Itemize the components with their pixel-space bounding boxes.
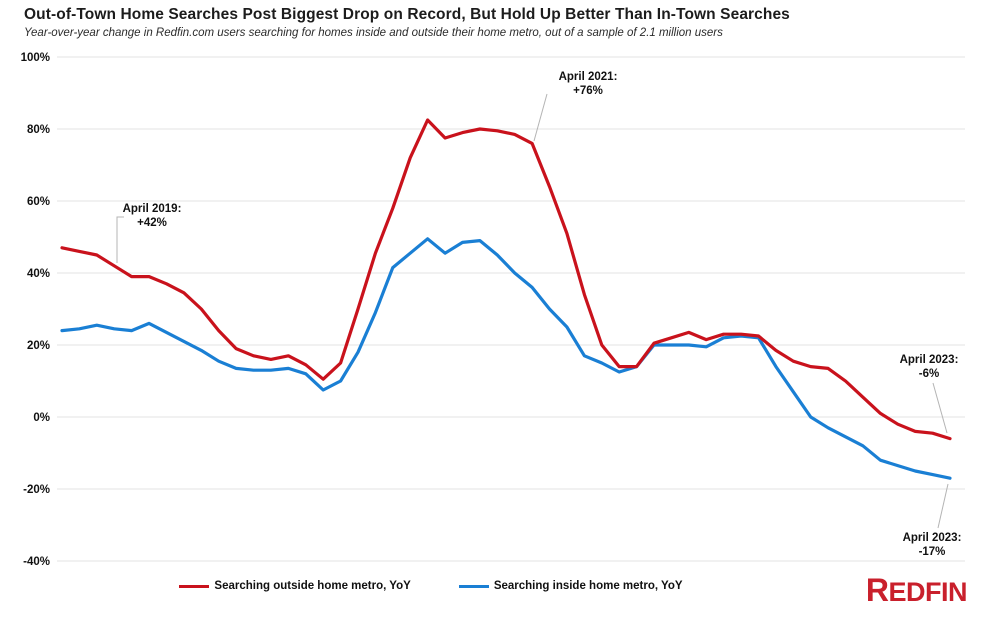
- annotation-label: +76%: [573, 85, 603, 97]
- legend-label: Searching inside home metro, YoY: [493, 580, 683, 592]
- logo-rest: EDFIN: [888, 577, 968, 607]
- annotation-label: April 2023:: [900, 354, 959, 366]
- y-axis-tick-label: 20%: [27, 340, 50, 352]
- annotation-label: +42%: [137, 217, 167, 229]
- chart-subtitle: Year-over-year change in Redfin.com user…: [24, 27, 723, 39]
- annotation-label: April 2021:: [559, 71, 618, 83]
- redfin-logo: REDFIN: [865, 572, 968, 608]
- y-axis-tick-label: 40%: [27, 268, 50, 280]
- annotation-leader-line: [932, 382, 948, 434]
- legend-line-swatch: [179, 584, 210, 588]
- y-axis-tick-label: 0%: [33, 412, 50, 424]
- annotation-label: April 2019:: [123, 203, 182, 215]
- annotation-label: -6%: [919, 368, 939, 380]
- y-axis-tick-label: -20%: [23, 484, 50, 496]
- series-line-outside: [60, 118, 952, 441]
- legend-line-swatch: [458, 584, 489, 588]
- annotation-leader-line: [937, 483, 949, 529]
- legend: Searching outside home metro, YoY Searchi…: [0, 580, 862, 592]
- y-axis-tick-label: -40%: [23, 556, 50, 568]
- legend-label: Searching outside home metro, YoY: [214, 580, 411, 592]
- annotation-leader-line: [116, 216, 124, 263]
- legend-item: Searching inside home metro, YoY: [458, 580, 683, 592]
- chart-title: Out-of-Town Home Searches Post Biggest D…: [24, 6, 790, 23]
- y-axis-tick-label: 60%: [27, 196, 50, 208]
- annotation-label: April 2023:: [903, 532, 962, 544]
- logo-first-letter: R: [865, 572, 889, 608]
- annotation-label: -17%: [919, 546, 946, 558]
- y-axis-tick-label: 100%: [21, 52, 50, 64]
- annotation-leader-line: [533, 93, 548, 142]
- series-line-inside: [60, 237, 952, 480]
- legend-item: Searching outside home metro, YoY: [179, 580, 411, 592]
- y-axis-tick-label: 80%: [27, 124, 50, 136]
